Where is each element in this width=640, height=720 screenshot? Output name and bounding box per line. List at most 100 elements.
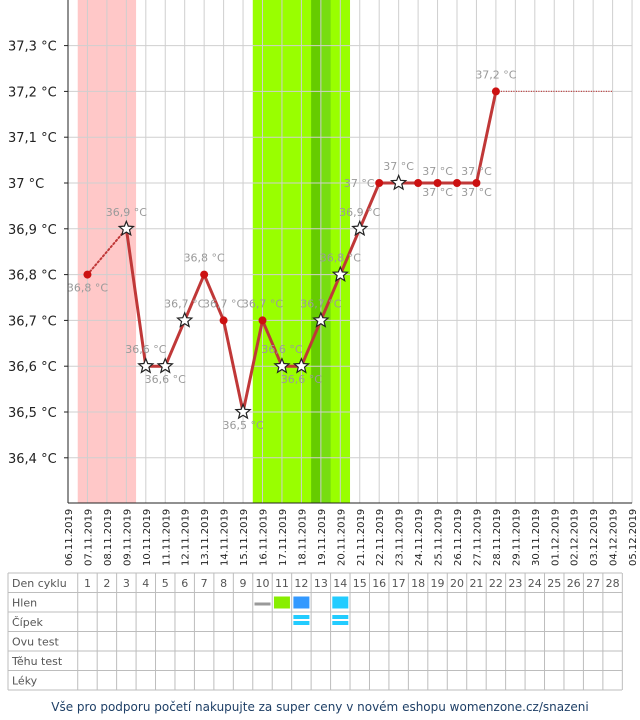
cycle-table: Den cyklu Hlen Čípek Ovu test Těhu test Léky 1… (7, 572, 623, 691)
data-label: 36,9 °C (106, 206, 147, 219)
cycle-day-number: 3 (123, 577, 130, 590)
x-tick-label: 17.11.2019 (278, 509, 289, 566)
table-row-label: Čípek (12, 616, 43, 629)
cycle-day-number: 28 (606, 577, 620, 590)
x-tick-label: 20.11.2019 (336, 509, 347, 566)
dot-marker (83, 270, 92, 279)
x-tick-label: 22.11.2019 (375, 509, 386, 566)
y-tick-label: 37 °C (8, 177, 44, 192)
table-mark (293, 596, 310, 609)
data-label: 37 °C (422, 186, 453, 199)
x-tick-label: 11.11.2019 (161, 509, 172, 566)
table-mark (293, 615, 310, 619)
dot-marker (472, 179, 481, 187)
data-label: 36,6 °C (261, 343, 302, 356)
x-tick-label: 04.12.2019 (609, 509, 620, 566)
x-tick-label: 09.11.2019 (122, 509, 133, 566)
temp-segment (261, 318, 284, 368)
cycle-day-number: 20 (450, 577, 464, 590)
dot-marker (453, 179, 461, 187)
data-label: 36,7 °C (300, 297, 341, 310)
table-mark (332, 615, 349, 619)
star-marker (292, 357, 311, 374)
data-label: 37 °C (461, 186, 492, 199)
cycle-day-number: 5 (162, 577, 169, 590)
x-tick-label: 24.11.2019 (414, 509, 425, 566)
table-row-label: Těhu test (11, 655, 63, 668)
cycle-day-number: 24 (528, 577, 542, 590)
cycle-day-number: 4 (142, 577, 149, 590)
star-marker (117, 219, 136, 237)
x-tick-label: 26.11.2019 (453, 509, 464, 566)
x-tick-label: 10.11.2019 (142, 509, 153, 566)
x-tick-label: 23.11.2019 (395, 509, 406, 566)
temp-segment (474, 89, 498, 185)
x-tick-label: 08.11.2019 (103, 509, 114, 566)
temp-segment (183, 273, 206, 322)
cycle-day-number: 12 (294, 577, 308, 590)
dot-marker (375, 179, 384, 187)
temp-segment (338, 227, 362, 277)
temp-segment (163, 318, 187, 368)
table-mark (254, 602, 271, 606)
cycle-day-number: 23 (508, 577, 522, 590)
temp-segment (299, 318, 323, 368)
star-marker (312, 311, 330, 328)
cycle-day-number: 13 (314, 577, 328, 590)
x-tick-label: 12.11.2019 (181, 509, 192, 566)
table-mark (293, 621, 310, 625)
x-tick-label: 28.11.2019 (492, 509, 503, 566)
table-mark (273, 596, 290, 609)
cycle-day-number: 26 (567, 577, 581, 590)
y-tick-label: 36,6 °C (8, 360, 57, 375)
data-labels: 36,8 °C 36,9 °C 36,6 °C 36,6 °C 36,7 °C 36,8 … (67, 68, 517, 432)
x-tick-label: 27.11.2019 (472, 509, 483, 566)
temperature-markers (83, 87, 500, 420)
y-tick-label: 36,9 °C (8, 223, 57, 238)
dot-marker (200, 270, 209, 279)
bbt-chart: Den cyklu Hlen Čípek Ovu test Těhu test Léky 1… (7, 0, 639, 691)
cycle-day-number: 21 (469, 577, 483, 590)
x-tick-label: 19.11.2019 (317, 509, 328, 566)
x-tick-label: 07.11.2019 (83, 509, 94, 566)
table-row-label: Ovu test (12, 636, 59, 649)
cycle-day-number: 10 (256, 577, 270, 590)
cycle-day-number: 16 (372, 577, 386, 590)
cycle-day-number: 17 (392, 577, 406, 590)
x-tick-label: 30.11.2019 (531, 509, 542, 566)
dot-marker (491, 87, 500, 96)
data-label: 36,7 °C (242, 297, 283, 310)
x-tick-label: 21.11.2019 (356, 509, 367, 566)
table-row-label: Léky (12, 675, 38, 688)
cycle-day-number: 2 (103, 577, 110, 590)
data-label: 36,6 °C (125, 343, 166, 356)
star-marker (137, 357, 155, 374)
data-label: 36,7 °C (164, 297, 205, 310)
x-tick-label: 03.12.2019 (589, 509, 600, 566)
y-tick-label: 36,4 °C (8, 452, 57, 467)
y-tick-label: 36,5 °C (8, 406, 57, 421)
data-label: 36,7 °C (203, 297, 244, 310)
table-row-label: Hlen (12, 597, 37, 610)
footer-link[interactable]: Vše pro podporu početí nakupujte za supe… (51, 700, 589, 714)
temp-segment (241, 318, 264, 414)
x-tick-label: 14.11.2019 (220, 509, 231, 566)
x-tick-label: 15.11.2019 (239, 509, 250, 566)
data-label: 36,6 °C (281, 373, 322, 386)
x-tick-label: 13.11.2019 (200, 509, 211, 566)
star-marker (389, 173, 408, 191)
cycle-day-number: 18 (411, 577, 425, 590)
data-label: 37 °C (422, 165, 453, 178)
temp-segment (319, 273, 342, 322)
cycle-day-number: 25 (547, 577, 561, 590)
table-mark (332, 621, 349, 625)
dot-marker (433, 179, 442, 187)
cycle-day-number: 8 (220, 577, 227, 590)
data-label: 36,5 °C (222, 419, 263, 432)
cycle-day-number: 9 (240, 577, 247, 590)
star-marker (351, 219, 369, 237)
data-label: 36,8 °C (320, 252, 361, 265)
band-fertile-mid (320, 0, 331, 503)
cycle-day-number: 1 (84, 577, 91, 590)
data-label: 37 °C (383, 160, 414, 173)
